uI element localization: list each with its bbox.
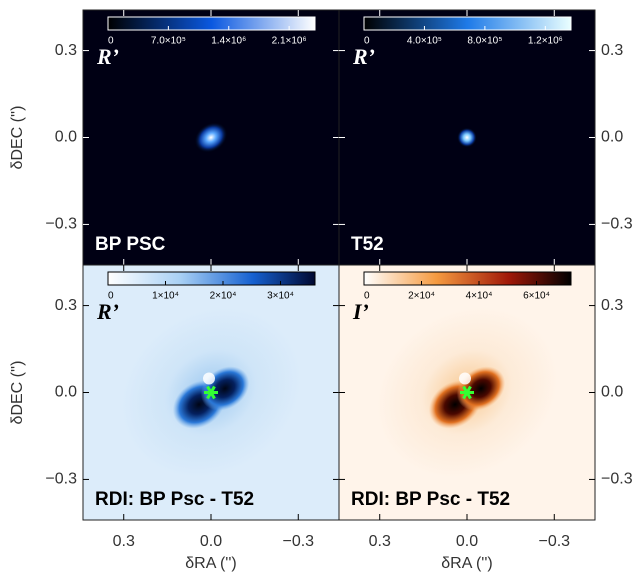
panel-name: BP PSC xyxy=(95,234,166,255)
residual xyxy=(203,372,215,385)
panel-name: RDI: BP Psc - T52 xyxy=(351,489,510,510)
colorbar-tick-label: 1.2×10⁶ xyxy=(528,36,563,47)
residual xyxy=(459,372,471,385)
band-label: R’ xyxy=(96,299,119,324)
band-label: I’ xyxy=(352,299,369,324)
colorbar-tick-label: 8.0×10⁵ xyxy=(467,36,502,47)
colorbar-tick-label: 6×10⁴ xyxy=(523,291,550,302)
colorbar xyxy=(363,271,572,286)
x-axis-label: δRA ('') xyxy=(185,555,236,572)
colorbar xyxy=(107,271,316,286)
x-tick-label: 0.3 xyxy=(113,533,135,550)
colorbar-tick-label: 0 xyxy=(108,36,114,47)
star xyxy=(462,385,472,400)
y-tick-label: 0.0 xyxy=(55,129,77,146)
source xyxy=(457,127,477,148)
source xyxy=(194,122,228,153)
y-tick-label: 0.0 xyxy=(55,384,77,401)
colorbar-tick-label: 1×10⁴ xyxy=(152,291,179,302)
colorbar-tick-label: 0 xyxy=(364,36,370,47)
colorbar-tick-label: 4.0×10⁵ xyxy=(407,36,442,47)
colorbar-tick-label: 0 xyxy=(108,291,114,302)
y-tick-label: −0.3 xyxy=(601,471,633,488)
colorbar-tick-label: 4×10⁴ xyxy=(466,291,493,302)
y-tick-label: 0.3 xyxy=(55,297,77,314)
colorbar-tick-label: 2.1×10⁶ xyxy=(272,36,307,47)
x-tick-label: 0.3 xyxy=(369,533,391,550)
panel-name: RDI: BP Psc - T52 xyxy=(95,489,254,510)
x-tick-label: 0.0 xyxy=(456,533,478,550)
y-tick-label: −0.3 xyxy=(45,471,77,488)
star xyxy=(206,385,216,400)
y-tick-label: 0.3 xyxy=(601,297,623,314)
colorbar-tick-label: 0 xyxy=(364,291,370,302)
x-tick-label: −0.3 xyxy=(538,533,570,550)
colorbar-tick-label: 2×10⁴ xyxy=(408,291,435,302)
colorbar xyxy=(363,16,572,31)
colorbar-tick-label: 1.4×10⁶ xyxy=(211,36,246,47)
y-tick-label: 0.3 xyxy=(55,42,77,59)
colorbar-tick-label: 7.0×10⁵ xyxy=(151,36,186,47)
y-axis-label: δDEC ('') xyxy=(9,106,26,170)
y-tick-label: −0.3 xyxy=(45,216,77,233)
band-label: R’ xyxy=(96,44,119,69)
y-tick-label: 0.0 xyxy=(601,129,623,146)
y-tick-label: 0.3 xyxy=(601,42,623,59)
band-label: R’ xyxy=(352,44,375,69)
colorbar-tick-label: 2×10⁴ xyxy=(210,291,237,302)
x-tick-label: 0.0 xyxy=(200,533,222,550)
x-axis-label: δRA ('') xyxy=(441,555,492,572)
y-tick-label: −0.3 xyxy=(601,216,633,233)
x-tick-label: −0.3 xyxy=(282,533,314,550)
colorbar xyxy=(107,16,316,31)
y-axis-label: δDEC ('') xyxy=(9,361,26,425)
colorbar-tick-label: 3×10⁴ xyxy=(267,291,294,302)
y-tick-label: 0.0 xyxy=(601,384,623,401)
panel-name: T52 xyxy=(351,234,384,255)
